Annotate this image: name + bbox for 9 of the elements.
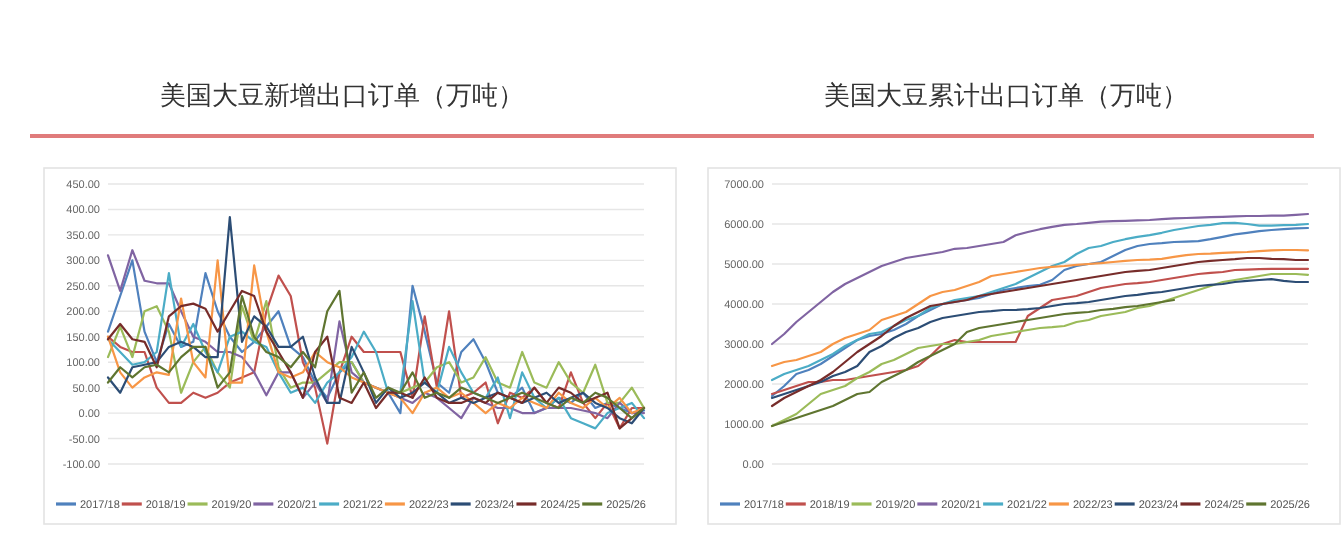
chart-title: 美国大豆新增出口订单（万吨） xyxy=(160,80,524,112)
line-series xyxy=(770,298,1176,428)
line-series xyxy=(770,248,1310,368)
line-series xyxy=(106,300,646,410)
line-series xyxy=(770,212,1310,346)
line-series xyxy=(106,216,646,425)
line-series xyxy=(770,272,1310,428)
line-series xyxy=(770,256,1310,408)
chart-title: 美国大豆累计出口订单（万吨） xyxy=(824,80,1188,112)
